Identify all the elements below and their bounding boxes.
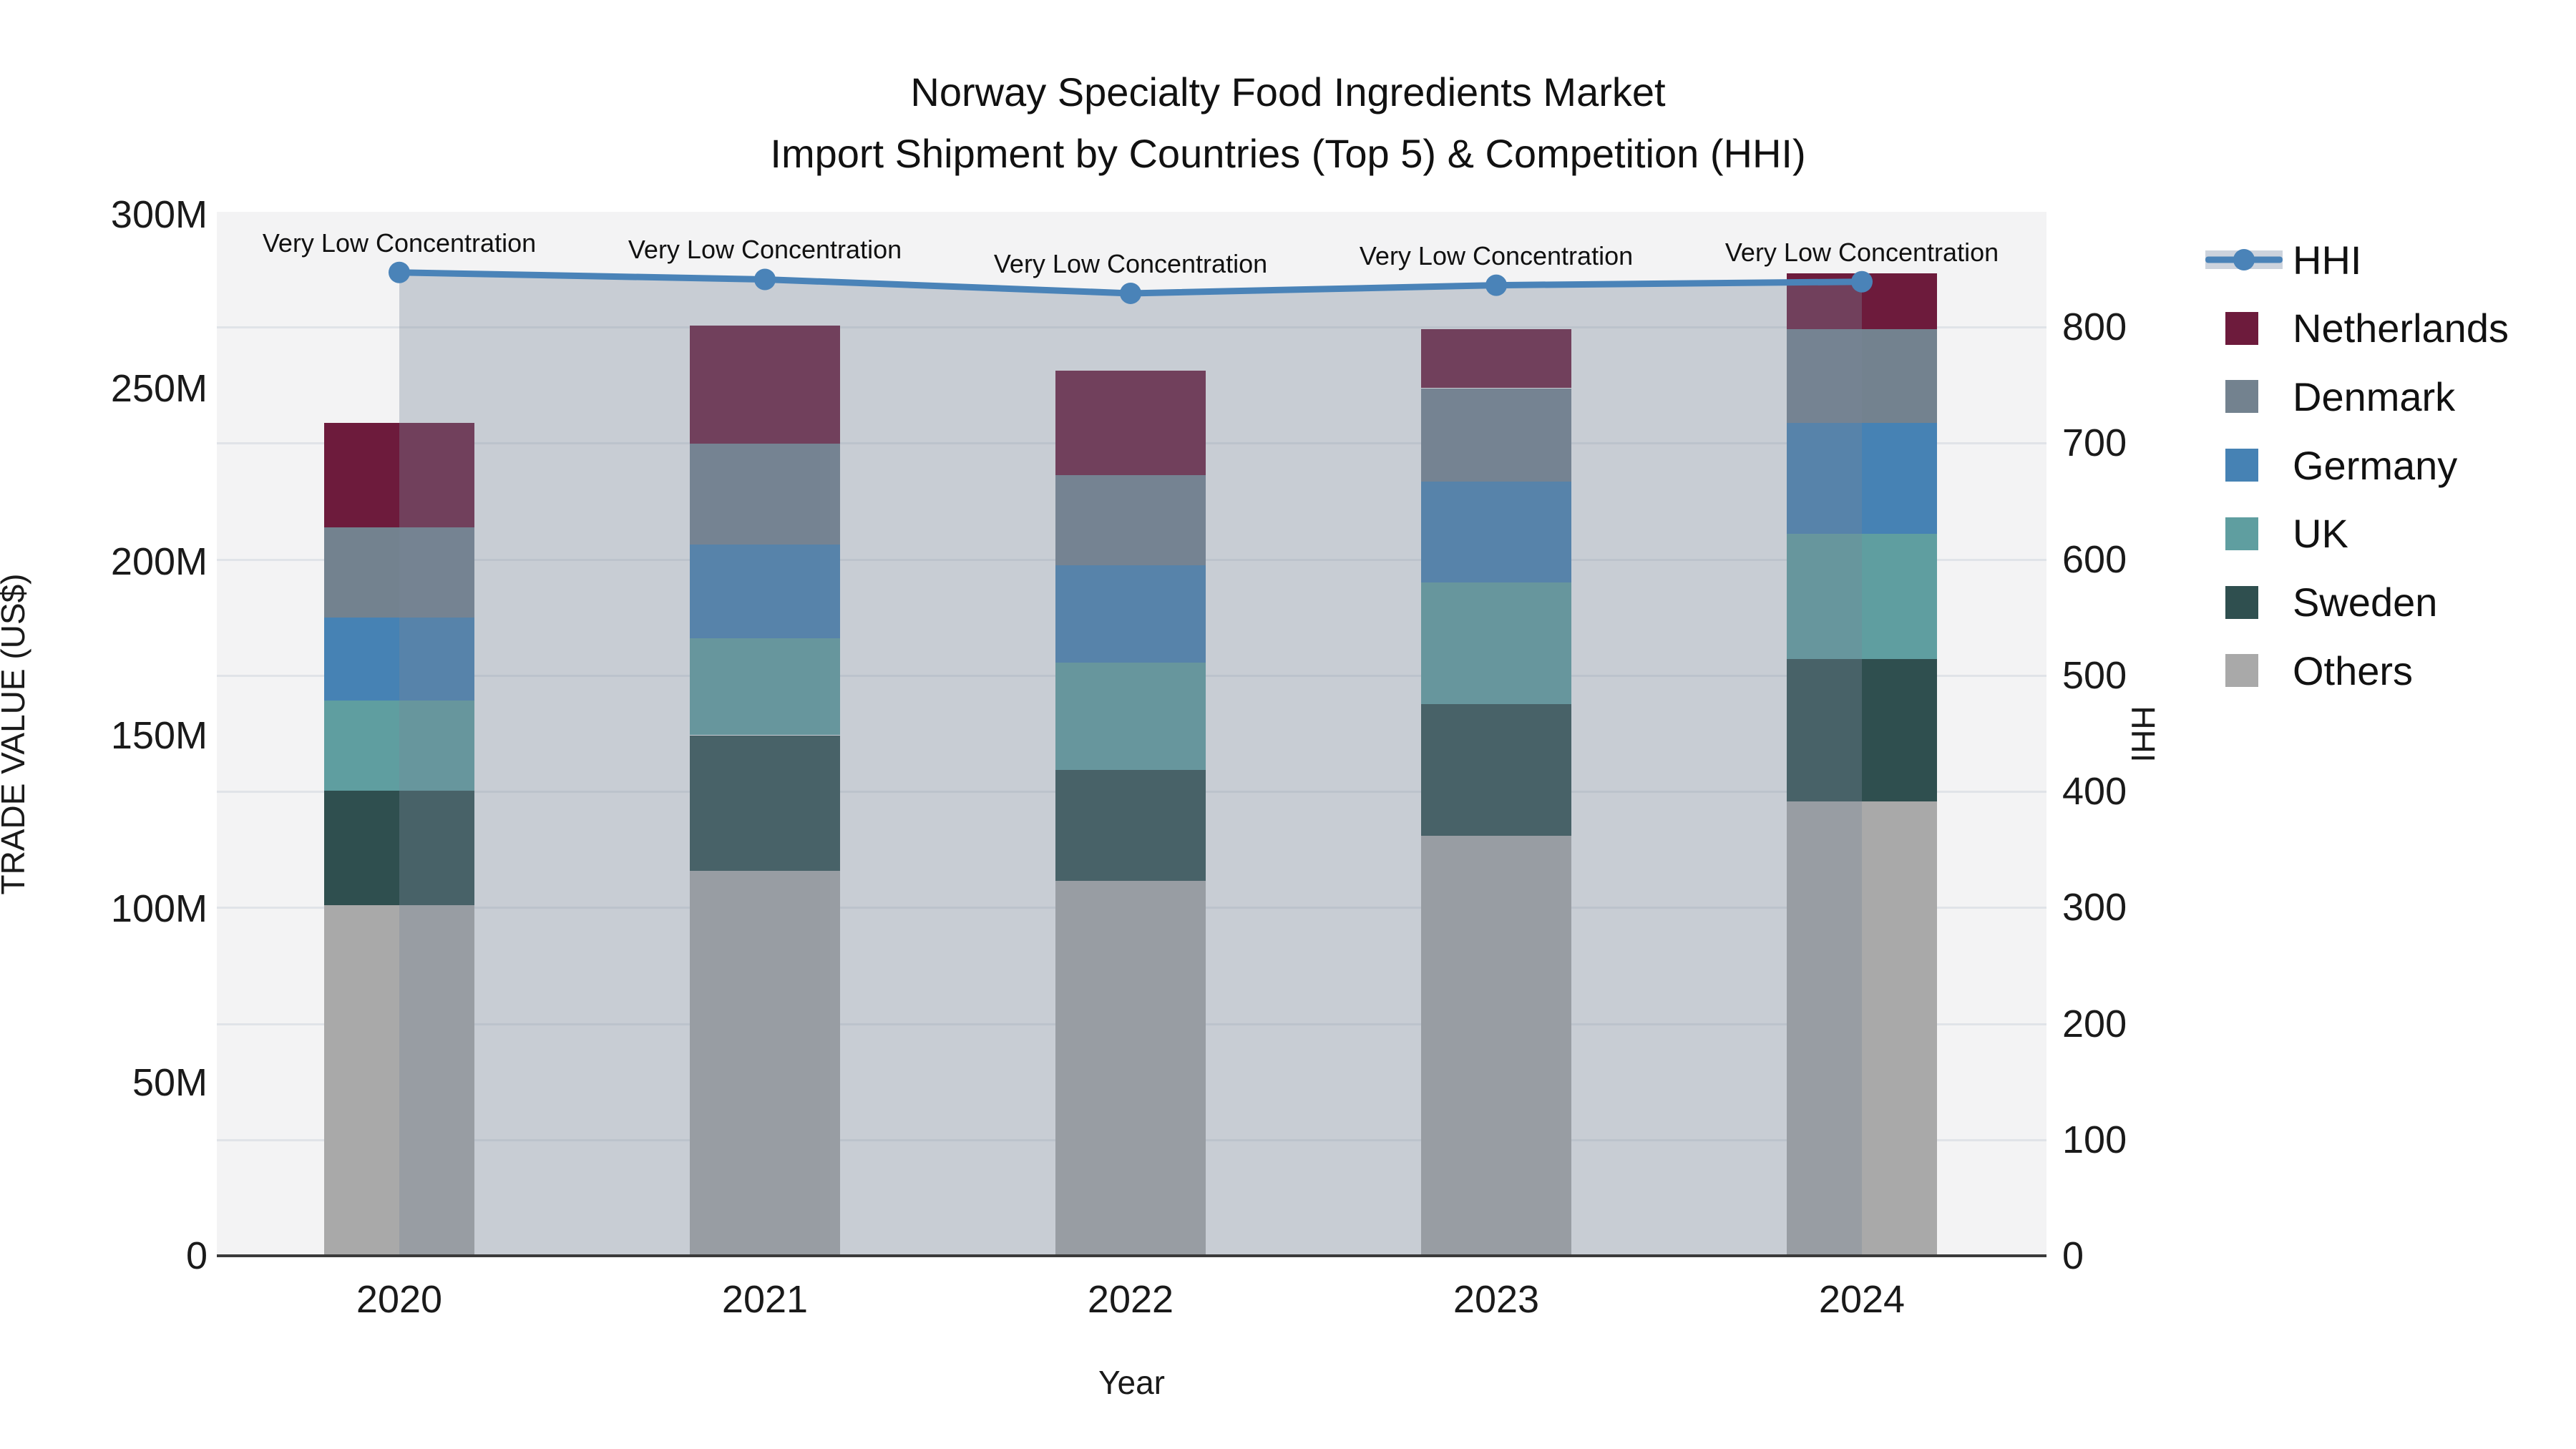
annotation-2021: Very Low Concentration	[628, 235, 902, 265]
left-axis-title: TRADE VALUE (US$)	[0, 572, 31, 895]
hhi-line-layer	[389, 261, 1873, 1256]
left-tick-100M: 100M	[110, 887, 208, 930]
bar-segment-sweden-2023[interactable]	[1421, 703, 1571, 836]
bar-segment-others-2023[interactable]	[1421, 836, 1571, 1256]
legend-label: Denmark	[2293, 374, 2456, 419]
annotation-2023: Very Low Concentration	[1359, 240, 1634, 270]
legend-item-sweden[interactable]: Sweden	[2205, 577, 2576, 628]
bar-segment-netherlands-2021[interactable]	[690, 326, 840, 444]
chart-subtitle: Import Shipment by Countries (Top 5) & C…	[770, 131, 1806, 176]
left-tick-150M: 150M	[110, 713, 208, 757]
legend-item-hhi[interactable]: HHI	[2205, 235, 2576, 285]
annotation-2024: Very Low Concentration	[1724, 237, 1999, 267]
bar-segment-sweden-2024[interactable]	[1787, 658, 1937, 801]
bar-segment-sweden-2020[interactable]	[324, 791, 474, 906]
bar-segment-sweden-2021[interactable]	[690, 735, 840, 871]
hhi-marker-2024[interactable]	[1851, 270, 1873, 293]
bar-segment-denmark-2021[interactable]	[690, 444, 840, 545]
legend-item-denmark[interactable]: Denmark	[2205, 371, 2576, 421]
right-tick-800: 800	[2062, 306, 2127, 348]
legend-swatch-netherlands	[2225, 311, 2258, 345]
bar-segment-germany-2020[interactable]	[324, 617, 474, 701]
right-tick-300: 300	[2062, 886, 2127, 930]
x-tick-2024: 2024	[1818, 1278, 1906, 1321]
legend-swatch-germany	[2225, 449, 2258, 482]
hhi-marker-2021[interactable]	[754, 268, 776, 291]
bar-segment-denmark-2022[interactable]	[1055, 474, 1206, 565]
legend-swatch-sweden	[2225, 585, 2258, 619]
legend-label: HHI	[2293, 237, 2362, 283]
right-tick-0: 0	[2062, 1234, 2084, 1277]
right-tick-400: 400	[2062, 770, 2127, 813]
bar-segment-denmark-2023[interactable]	[1421, 388, 1571, 482]
bar-segment-sweden-2022[interactable]	[1055, 770, 1206, 882]
bar-segment-uk-2023[interactable]	[1421, 582, 1571, 704]
legend-item-germany[interactable]: Germany	[2205, 440, 2576, 490]
hhi-area-fill	[399, 272, 1862, 1256]
right-tick-700: 700	[2062, 421, 2127, 465]
x-tick-2023: 2023	[1453, 1278, 1540, 1321]
bar-segment-germany-2022[interactable]	[1055, 565, 1206, 663]
x-axis-line	[217, 1254, 2046, 1257]
bar-segment-uk-2021[interactable]	[690, 638, 840, 736]
legend-swatch-uk	[2225, 517, 2258, 550]
x-axis-title: Year	[1098, 1364, 1165, 1401]
hhi-marker-2020[interactable]	[389, 261, 410, 283]
x-tick-2021: 2021	[721, 1278, 809, 1321]
legend-label: Sweden	[2293, 580, 2438, 625]
bar-segment-others-2020[interactable]	[324, 905, 474, 1256]
legend-label: Others	[2293, 648, 2414, 693]
gridline	[217, 326, 2046, 328]
left-tick-50M: 50M	[132, 1060, 208, 1104]
legend-item-uk[interactable]: UK	[2205, 509, 2576, 559]
right-tick-600: 600	[2062, 537, 2127, 581]
left-tick-200M: 200M	[110, 540, 208, 583]
bar-segment-germany-2021[interactable]	[690, 544, 840, 638]
bar-segment-germany-2023[interactable]	[1421, 482, 1571, 583]
annotation-2020: Very Low Concentration	[262, 228, 537, 258]
legend-swatch-others	[2225, 654, 2258, 688]
left-tick-300M: 300M	[110, 193, 208, 236]
bar-segment-denmark-2024[interactable]	[1787, 329, 1937, 423]
bar-segment-germany-2024[interactable]	[1787, 423, 1937, 535]
right-tick-500: 500	[2062, 653, 2127, 697]
bar-segment-uk-2024[interactable]	[1787, 534, 1937, 659]
x-tick-2022: 2022	[1087, 1278, 1174, 1321]
chart-title: Norway Specialty Food Ingredients Market	[910, 69, 1666, 114]
left-tick-0: 0	[185, 1234, 208, 1277]
legend-item-netherlands[interactable]: Netherlands	[2205, 303, 2576, 353]
bar-segment-others-2022[interactable]	[1055, 881, 1206, 1256]
bar-segment-others-2024[interactable]	[1787, 801, 1937, 1256]
legend-label: UK	[2293, 511, 2348, 557]
bar-segment-others-2021[interactable]	[690, 870, 840, 1256]
bar-segment-netherlands-2023[interactable]	[1421, 329, 1571, 389]
bar-segment-uk-2022[interactable]	[1055, 662, 1206, 770]
right-tick-200: 200	[2062, 1002, 2127, 1045]
legend-swatch-denmark	[2225, 380, 2258, 414]
annotation-2022: Very Low Concentration	[993, 248, 1268, 278]
left-tick-250M: 250M	[110, 366, 208, 410]
bar-segment-netherlands-2020[interactable]	[324, 423, 474, 527]
right-axis-title: HHI	[2124, 705, 2162, 763]
plot-area: Very Low Concentration Very Low Concentra…	[217, 212, 2046, 1256]
bar-segment-uk-2020[interactable]	[324, 701, 474, 791]
legend-item-others[interactable]: Others	[2205, 645, 2576, 696]
legend-label: Germany	[2293, 442, 2458, 488]
legend-label: Netherlands	[2293, 306, 2509, 351]
x-tick-2020: 2020	[356, 1278, 443, 1321]
hhi-marker-2022[interactable]	[1120, 282, 1141, 304]
hhi-legend-marker-sample	[2233, 249, 2255, 270]
bar-segment-denmark-2020[interactable]	[324, 527, 474, 618]
right-tick-100: 100	[2062, 1118, 2127, 1161]
hhi-marker-2023[interactable]	[1485, 274, 1507, 296]
bar-segment-netherlands-2022[interactable]	[1055, 371, 1206, 475]
